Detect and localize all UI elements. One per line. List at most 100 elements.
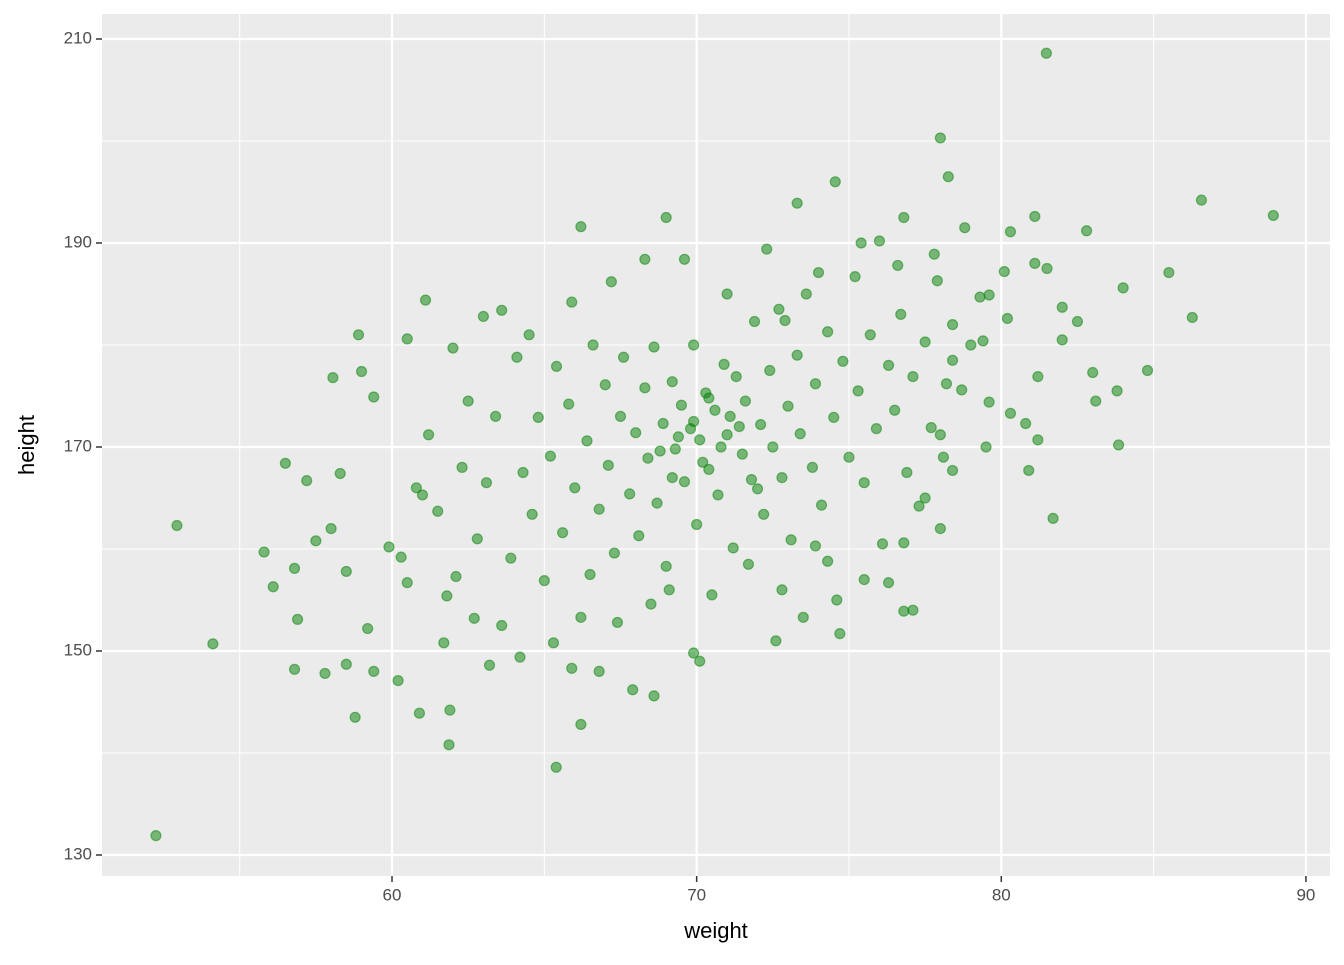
point xyxy=(745,474,758,486)
point xyxy=(688,415,700,428)
point xyxy=(1056,301,1068,313)
point xyxy=(1087,366,1099,379)
point xyxy=(627,684,639,696)
point xyxy=(666,376,678,388)
point xyxy=(496,304,508,316)
point xyxy=(639,382,651,394)
y-tick-label: 210 xyxy=(64,28,92,47)
point xyxy=(267,581,279,593)
point xyxy=(593,665,605,677)
point xyxy=(907,371,919,383)
point xyxy=(1020,417,1032,430)
point xyxy=(666,471,678,484)
x-tick-label: 80 xyxy=(992,885,1011,904)
point xyxy=(523,329,535,341)
point xyxy=(1040,47,1052,59)
point xyxy=(983,396,995,408)
point xyxy=(355,365,368,378)
point xyxy=(1112,439,1125,451)
point xyxy=(898,605,910,617)
point xyxy=(791,197,803,209)
point xyxy=(739,395,751,407)
point xyxy=(907,604,919,616)
point xyxy=(575,611,587,623)
point xyxy=(898,211,910,224)
point xyxy=(368,391,380,403)
point xyxy=(733,420,745,433)
point xyxy=(288,562,301,574)
point xyxy=(965,339,977,351)
point xyxy=(468,612,480,624)
point xyxy=(691,518,703,531)
point xyxy=(301,475,313,487)
point xyxy=(639,253,651,265)
point xyxy=(547,637,560,649)
point xyxy=(438,637,450,649)
point xyxy=(919,492,931,504)
y-tick-label: 150 xyxy=(64,640,92,659)
point xyxy=(450,570,462,583)
point xyxy=(678,253,691,265)
y-tick-label: 190 xyxy=(64,232,92,251)
point xyxy=(928,248,940,260)
point xyxy=(657,417,669,430)
point xyxy=(544,450,557,462)
point xyxy=(1080,225,1093,237)
point xyxy=(675,399,688,411)
point xyxy=(688,647,700,659)
point xyxy=(395,551,407,563)
y-tick-label: 170 xyxy=(64,436,92,455)
point xyxy=(959,222,971,234)
point xyxy=(477,310,490,323)
point xyxy=(870,423,882,435)
point xyxy=(882,359,895,371)
point xyxy=(1032,371,1044,383)
point xyxy=(782,400,794,412)
point xyxy=(1029,210,1041,223)
point xyxy=(496,619,508,632)
point xyxy=(630,427,642,439)
point xyxy=(831,594,843,606)
point xyxy=(724,410,736,422)
point xyxy=(410,482,422,494)
point xyxy=(447,342,459,354)
point xyxy=(730,371,742,383)
point xyxy=(327,372,339,384)
point xyxy=(1163,266,1175,279)
point xyxy=(791,349,803,361)
point xyxy=(822,326,834,338)
point xyxy=(956,384,968,396)
point xyxy=(797,611,809,623)
point xyxy=(946,354,959,366)
point xyxy=(913,500,925,512)
point xyxy=(837,355,849,367)
x-tick-label: 70 xyxy=(687,885,706,904)
point xyxy=(633,530,645,542)
point xyxy=(325,522,337,535)
point xyxy=(514,651,526,663)
point xyxy=(800,288,812,300)
point xyxy=(864,329,876,341)
point xyxy=(581,435,593,447)
point xyxy=(834,628,846,640)
point xyxy=(843,451,855,463)
point xyxy=(751,483,764,495)
point xyxy=(642,452,654,464)
point xyxy=(1267,209,1279,222)
point xyxy=(401,577,413,589)
point xyxy=(942,171,954,183)
point xyxy=(748,315,761,328)
point xyxy=(876,538,889,550)
point xyxy=(742,558,755,570)
point xyxy=(432,505,444,517)
point xyxy=(1004,407,1017,419)
point xyxy=(934,522,946,535)
point xyxy=(669,443,681,455)
point xyxy=(898,537,910,549)
point xyxy=(697,456,709,468)
point xyxy=(340,658,352,670)
point xyxy=(368,665,380,677)
point xyxy=(849,271,861,283)
point xyxy=(566,296,578,308)
point xyxy=(1029,257,1041,269)
